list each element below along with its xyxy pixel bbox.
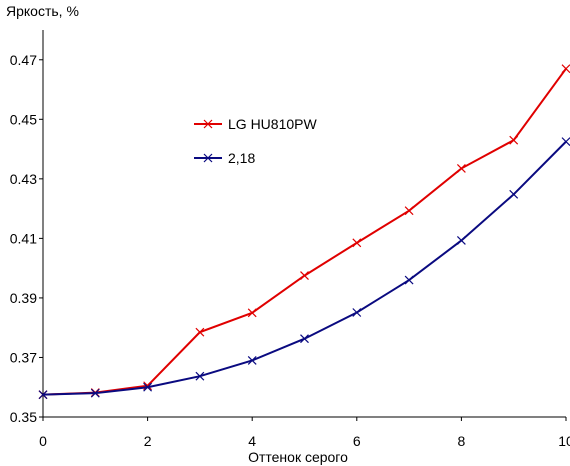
- series-layer: [38, 64, 570, 400]
- y-axis-title: Яркость, %: [6, 3, 79, 19]
- series-line: [42, 140, 567, 396]
- data-point: [247, 308, 257, 318]
- x-tick-label: 0: [39, 433, 47, 449]
- data-point: [561, 64, 570, 74]
- data-point: [300, 271, 309, 281]
- data-point: [195, 327, 205, 337]
- data-point: [509, 189, 519, 199]
- data-point: [300, 334, 309, 344]
- x-tick-label: 2: [144, 433, 152, 449]
- data-point: [456, 236, 466, 245]
- legend-label: 2,18: [228, 150, 255, 166]
- y-tick-label: 0.47: [10, 52, 37, 68]
- data-point: [90, 388, 100, 398]
- data-point: [509, 135, 519, 145]
- y-tick-label: 0.41: [10, 230, 37, 246]
- x-tick-label: 8: [458, 433, 466, 449]
- data-point: [143, 382, 153, 392]
- x-axis-title: Оттенок серого: [248, 449, 348, 465]
- data-point: [456, 164, 466, 173]
- legend-marker: [203, 153, 213, 163]
- series-0: [38, 64, 570, 400]
- data-point: [195, 371, 205, 381]
- data-point: [561, 137, 570, 147]
- data-point: [352, 308, 362, 317]
- data-point: [404, 275, 414, 285]
- data-point: [247, 356, 257, 365]
- series-1: [38, 137, 570, 400]
- y-tick-label: 0.37: [10, 349, 37, 365]
- legend-item-1: 2,18: [194, 150, 255, 166]
- x-tick-label: 6: [353, 433, 361, 449]
- data-point: [38, 390, 48, 400]
- legend: LG HU810PW 2,18: [194, 116, 317, 166]
- y-tick-label: 0.35: [10, 409, 37, 425]
- legend-marker: [203, 119, 213, 129]
- x-tick-label: 10: [558, 433, 570, 449]
- legend-item-0: LG HU810PW: [194, 116, 317, 132]
- y-tick-label: 0.43: [10, 171, 37, 187]
- x-tick-label: 4: [248, 433, 256, 449]
- data-point: [404, 206, 414, 216]
- y-tick-label: 0.45: [10, 111, 37, 127]
- data-point: [352, 238, 362, 248]
- legend-label: LG HU810PW: [228, 116, 317, 132]
- y-tick-label: 0.39: [10, 290, 37, 306]
- axes: 0.35 0.37 0.39 0.41 0.43 0.45 0.47 0 2 4 6 8 10: [10, 30, 570, 449]
